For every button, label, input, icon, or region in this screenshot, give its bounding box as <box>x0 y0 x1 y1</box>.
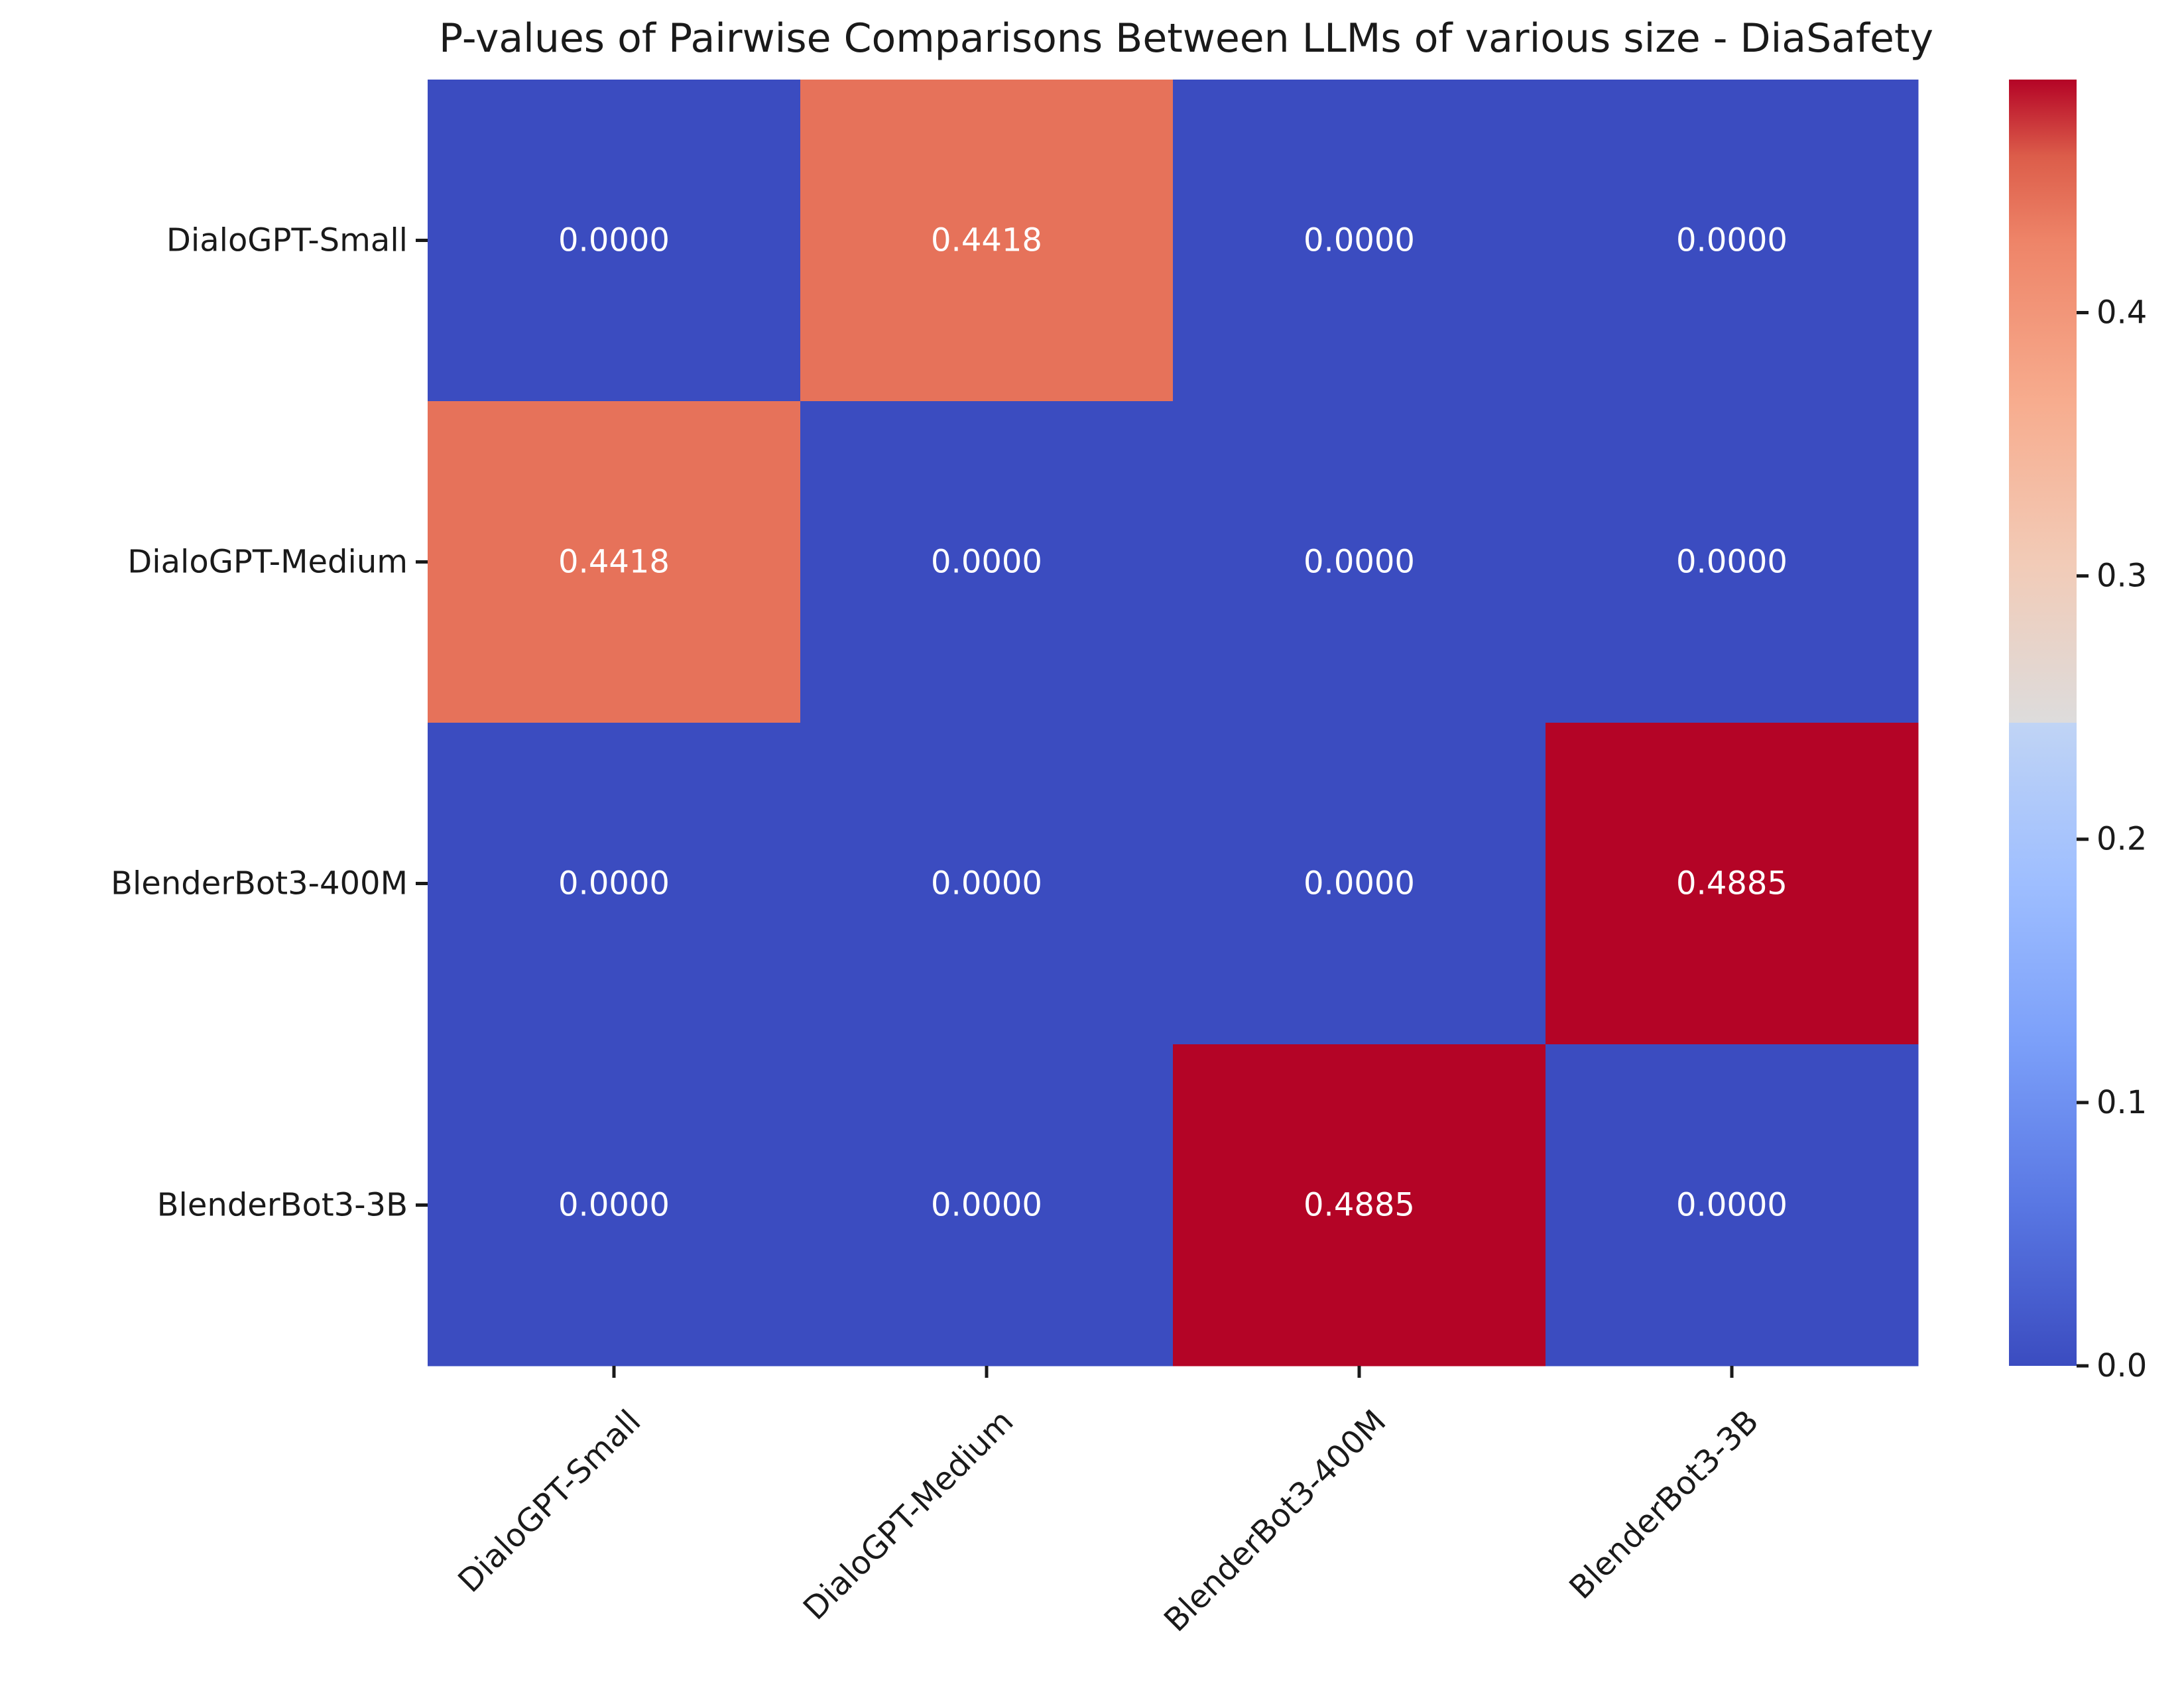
cell-value-label: 0.0000 <box>558 222 670 259</box>
colorbar: 0.0 0.1 0.2 0.3 0.4 <box>2009 80 2147 1384</box>
cell-value-label: 0.4418 <box>558 544 670 581</box>
y-tick-label: BlenderBot3-3B <box>157 1187 408 1224</box>
colorbar-tick-label: 0.0 <box>2096 1347 2147 1384</box>
heatmap-cell <box>428 1044 801 1367</box>
cell-value-label: 0.0000 <box>1676 1187 1788 1224</box>
heatmap-cell <box>1546 80 1919 402</box>
cell-value-label: 0.0000 <box>931 865 1042 902</box>
x-tick-label: BlenderBot3-3B <box>1562 1403 1766 1607</box>
x-tick-label: DialoGPT-Medium <box>796 1403 1021 1628</box>
colorbar-gradient <box>2009 80 2077 1366</box>
y-axis: DialoGPT-Small DialoGPT-Medium BlenderBot3… <box>111 222 428 1224</box>
heatmap-cell <box>800 723 1174 1045</box>
colorbar-tick-label: 0.4 <box>2096 294 2147 331</box>
x-axis: DialoGPT-Small DialoGPT-Medium BlenderBot3… <box>451 1366 1766 1639</box>
heatmap-cell <box>1173 401 1546 723</box>
heatmap-cell-labels: 0.0000 0.4418 0.0000 0.0000 0.4418 0.0000 0.00… <box>558 222 1788 1224</box>
heatmap-cell <box>428 723 801 1045</box>
heatmap-cell <box>800 401 1174 723</box>
heatmap-cell <box>1173 1044 1546 1367</box>
cell-value-label: 0.0000 <box>1676 544 1788 581</box>
heatmap-cell <box>1546 401 1919 723</box>
chart-title: P-values of Pairwise Comparisons Between… <box>439 15 1933 62</box>
heatmap-cell <box>1173 80 1546 402</box>
y-tick-label: BlenderBot3-400M <box>111 865 408 902</box>
heatmap-cell <box>1546 1044 1919 1367</box>
cell-value-label: 0.0000 <box>1304 222 1415 259</box>
cell-value-label: 0.0000 <box>1304 544 1415 581</box>
heatmap-cells <box>428 80 1919 1367</box>
heatmap-cell <box>428 401 801 723</box>
x-tick-label: DialoGPT-Small <box>451 1403 648 1600</box>
cell-value-label: 0.0000 <box>1676 222 1788 259</box>
cell-value-label: 0.0000 <box>558 1187 670 1224</box>
cell-value-label: 0.0000 <box>558 865 670 902</box>
cell-value-label: 0.0000 <box>931 544 1042 581</box>
heatmap-cell <box>1546 723 1919 1045</box>
heatmap-cell <box>800 80 1174 402</box>
heatmap-cell <box>428 80 801 402</box>
y-tick-label: DialoGPT-Small <box>166 222 408 259</box>
colorbar-tick-label: 0.1 <box>2096 1084 2147 1121</box>
x-tick-label: BlenderBot3-400M <box>1157 1403 1393 1639</box>
y-tick-label: DialoGPT-Medium <box>127 544 408 581</box>
cell-value-label: 0.4418 <box>931 222 1042 259</box>
cell-value-label: 0.4885 <box>1676 865 1788 902</box>
colorbar-tick-label: 0.3 <box>2096 558 2147 595</box>
cell-value-label: 0.0000 <box>1304 865 1415 902</box>
heatmap-cell <box>1173 723 1546 1045</box>
colorbar-tick-label: 0.2 <box>2096 821 2147 858</box>
cell-value-label: 0.0000 <box>931 1187 1042 1224</box>
cell-value-label: 0.4885 <box>1304 1187 1415 1224</box>
heatmap-cell <box>800 1044 1174 1367</box>
